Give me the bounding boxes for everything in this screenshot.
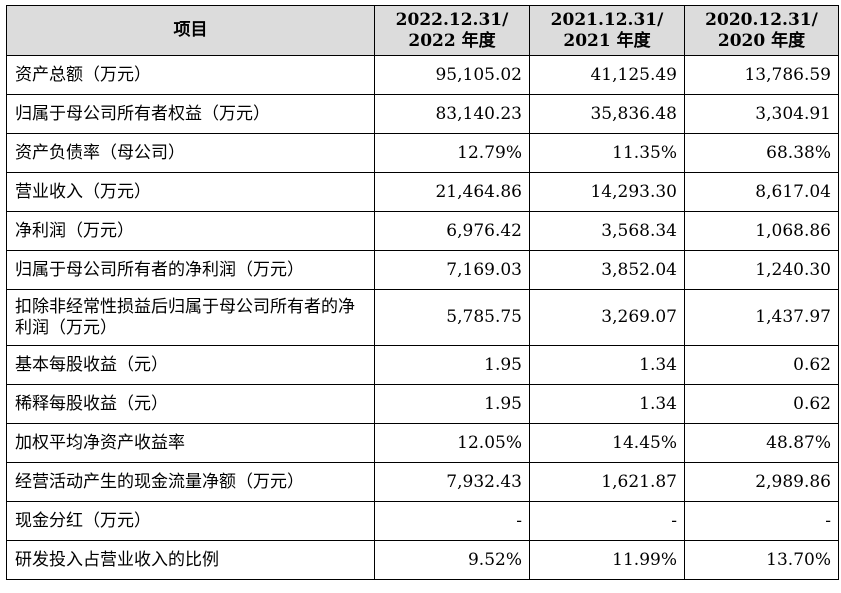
cell-2020: 13,786.59 <box>684 55 839 95</box>
cell-2022: - <box>374 501 530 541</box>
cell-2021: 11.35% <box>529 133 685 173</box>
cell-2020: 2,989.86 <box>684 462 839 502</box>
cell-2022: 5,785.75 <box>374 289 530 346</box>
cell-2020: 1,068.86 <box>684 211 839 251</box>
table-row: 资产总额（万元） 95,105.02 41,125.49 13,786.59 <box>6 55 839 95</box>
cell-2021: 3,568.34 <box>529 211 685 251</box>
row-label: 资产负债率（母公司） <box>6 133 375 173</box>
row-label: 净利润（万元） <box>6 211 375 251</box>
row-label: 归属于母公司所有者的净利润（万元） <box>6 250 375 290</box>
table-row: 经营活动产生的现金流量净额（万元） 7,932.43 1,621.87 2,98… <box>6 462 839 502</box>
table-row: 营业收入（万元） 21,464.86 14,293.30 8,617.04 <box>6 172 839 212</box>
header-item: 项目 <box>6 5 375 56</box>
cell-2021: 3,852.04 <box>529 250 685 290</box>
table-row: 归属于母公司所有者的净利润（万元） 7,169.03 3,852.04 1,24… <box>6 250 839 290</box>
cell-2021: 1.34 <box>529 384 685 424</box>
cell-2020: 3,304.91 <box>684 94 839 134</box>
row-label: 资产总额（万元） <box>6 55 375 95</box>
financial-summary-table: 项目 2022.12.31/ 2022 年度 2021.12.31/ 2021 … <box>6 5 839 580</box>
row-label: 研发投入占营业收入的比例 <box>6 540 375 580</box>
header-2020-year: 2020 年度 <box>717 30 806 51</box>
cell-2021: - <box>529 501 685 541</box>
cell-2021: 1.34 <box>529 345 685 385</box>
row-label: 营业收入（万元） <box>6 172 375 212</box>
financial-table-container: 项目 2022.12.31/ 2022 年度 2021.12.31/ 2021 … <box>6 5 839 580</box>
table-row: 稀释每股收益（元） 1.95 1.34 0.62 <box>6 384 839 424</box>
cell-2022: 9.52% <box>374 540 530 580</box>
cell-2021: 41,125.49 <box>529 55 685 95</box>
cell-2021: 35,836.48 <box>529 94 685 134</box>
cell-2021: 11.99% <box>529 540 685 580</box>
table-row: 净利润（万元） 6,976.42 3,568.34 1,068.86 <box>6 211 839 251</box>
cell-2022: 21,464.86 <box>374 172 530 212</box>
cell-2022: 1.95 <box>374 384 530 424</box>
row-label: 经营活动产生的现金流量净额（万元） <box>6 462 375 502</box>
row-label: 归属于母公司所有者权益（万元） <box>6 94 375 134</box>
row-label: 基本每股收益（元） <box>6 345 375 385</box>
row-label: 现金分红（万元） <box>6 501 375 541</box>
header-2020: 2020.12.31/ 2020 年度 <box>684 5 839 56</box>
cell-2020: 48.87% <box>684 423 839 463</box>
header-2021-year: 2021 年度 <box>563 30 651 51</box>
cell-2021: 14.45% <box>529 423 685 463</box>
header-2020-date: 2020.12.31/ <box>705 9 818 30</box>
cell-2022: 83,140.23 <box>374 94 530 134</box>
header-2021-date: 2021.12.31/ <box>550 9 664 30</box>
cell-2020: 0.62 <box>684 345 839 385</box>
cell-2020: 0.62 <box>684 384 839 424</box>
cell-2022: 12.79% <box>374 133 530 173</box>
cell-2021: 3,269.07 <box>529 289 685 346</box>
cell-2021: 1,621.87 <box>529 462 685 502</box>
cell-2022: 1.95 <box>374 345 530 385</box>
cell-2020: 1,437.97 <box>684 289 839 346</box>
table-row: 现金分红（万元） - - - <box>6 501 839 541</box>
header-2022-date: 2022.12.31/ <box>395 9 509 30</box>
cell-2022: 12.05% <box>374 423 530 463</box>
header-2022: 2022.12.31/ 2022 年度 <box>374 5 530 56</box>
cell-2022: 6,976.42 <box>374 211 530 251</box>
cell-2020: 68.38% <box>684 133 839 173</box>
cell-2020: - <box>684 501 839 541</box>
table-row: 归属于母公司所有者权益（万元） 83,140.23 35,836.48 3,30… <box>6 94 839 134</box>
table-row: 加权平均净资产收益率 12.05% 14.45% 48.87% <box>6 423 839 463</box>
cell-2022: 95,105.02 <box>374 55 530 95</box>
cell-2022: 7,932.43 <box>374 462 530 502</box>
row-label: 加权平均净资产收益率 <box>6 423 375 463</box>
table-row: 研发投入占营业收入的比例 9.52% 11.99% 13.70% <box>6 540 839 580</box>
row-label: 扣除非经常性损益后归属于母公司所有者的净利润（万元） <box>6 289 375 346</box>
row-label: 稀释每股收益（元） <box>6 384 375 424</box>
table-header-row: 项目 2022.12.31/ 2022 年度 2021.12.31/ 2021 … <box>6 5 839 56</box>
table-row: 扣除非经常性损益后归属于母公司所有者的净利润（万元） 5,785.75 3,26… <box>6 289 839 346</box>
cell-2022: 7,169.03 <box>374 250 530 290</box>
header-2022-year: 2022 年度 <box>408 30 496 51</box>
cell-2020: 8,617.04 <box>684 172 839 212</box>
cell-2021: 14,293.30 <box>529 172 685 212</box>
header-2021: 2021.12.31/ 2021 年度 <box>529 5 685 56</box>
table-row: 资产负债率（母公司） 12.79% 11.35% 68.38% <box>6 133 839 173</box>
header-item-label: 项目 <box>173 20 208 40</box>
cell-2020: 1,240.30 <box>684 250 839 290</box>
cell-2020: 13.70% <box>684 540 839 580</box>
table-row: 基本每股收益（元） 1.95 1.34 0.62 <box>6 345 839 385</box>
